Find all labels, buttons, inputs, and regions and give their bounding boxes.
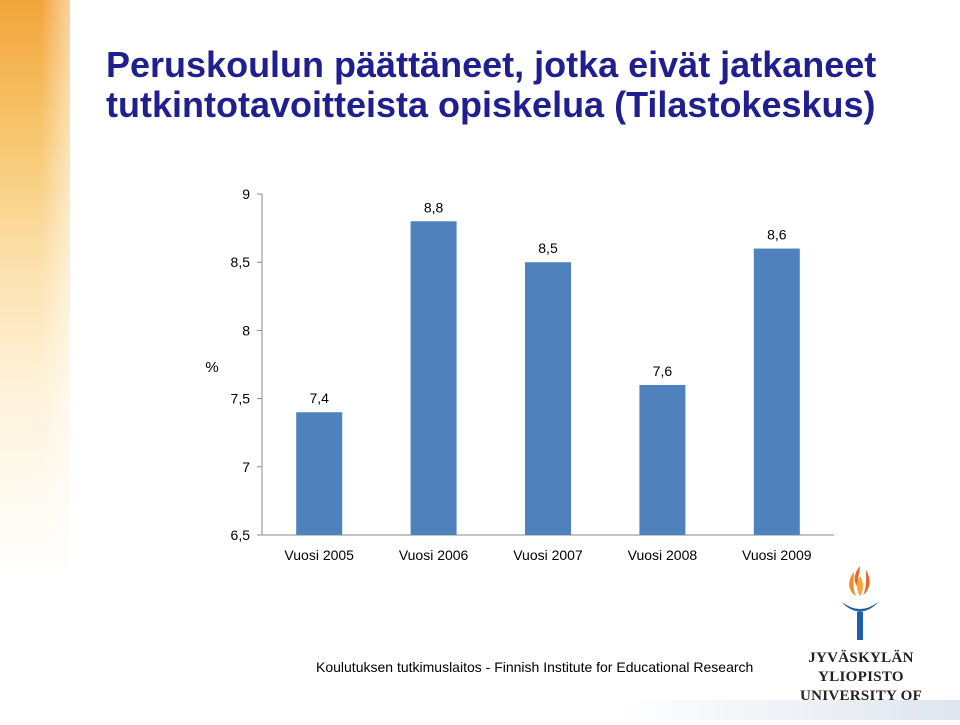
x-category-label: Vuosi 2007 xyxy=(513,547,583,563)
y-tick-label: 8,5 xyxy=(231,254,251,270)
data-label: 8,5 xyxy=(538,240,558,256)
title-line-1: Peruskoulun päättäneet, jotka eivät jatk… xyxy=(106,44,877,85)
bar xyxy=(639,384,686,535)
x-category-label: Vuosi 2006 xyxy=(399,547,469,563)
data-label: 8,6 xyxy=(767,227,787,243)
bar xyxy=(410,221,457,535)
footer-institute-text: Koulutuksen tutkimuslaitos - Finnish Ins… xyxy=(316,659,754,675)
y-axis-title: % xyxy=(205,359,218,376)
bottom-decoration xyxy=(620,700,960,720)
bar xyxy=(525,262,571,535)
side-decoration xyxy=(0,0,100,720)
y-tick-label: 9 xyxy=(242,186,250,202)
y-tick-label: 8 xyxy=(242,322,250,338)
torch-logo-icon xyxy=(842,566,878,640)
y-tick-label: 7,5 xyxy=(231,391,251,407)
title-line-2: tutkintotavoitteista opiskelua (Tilastok… xyxy=(106,84,876,125)
page-title: Peruskoulun päättäneet, jotka eivät jatk… xyxy=(106,45,946,125)
data-label: 7,6 xyxy=(653,363,673,379)
bar xyxy=(753,248,800,535)
data-label: 7,4 xyxy=(309,390,329,406)
x-category-label: Vuosi 2009 xyxy=(742,547,812,563)
bar xyxy=(296,412,343,535)
x-category-label: Vuosi 2005 xyxy=(284,547,354,563)
x-category-label: Vuosi 2008 xyxy=(628,547,698,563)
logo-line-1: JYVÄSKYLÄN YLIOPISTO xyxy=(808,650,914,685)
y-tick-label: 6,5 xyxy=(231,527,251,543)
data-label: 8,8 xyxy=(424,199,444,215)
y-tick-label: 7 xyxy=(242,459,250,475)
